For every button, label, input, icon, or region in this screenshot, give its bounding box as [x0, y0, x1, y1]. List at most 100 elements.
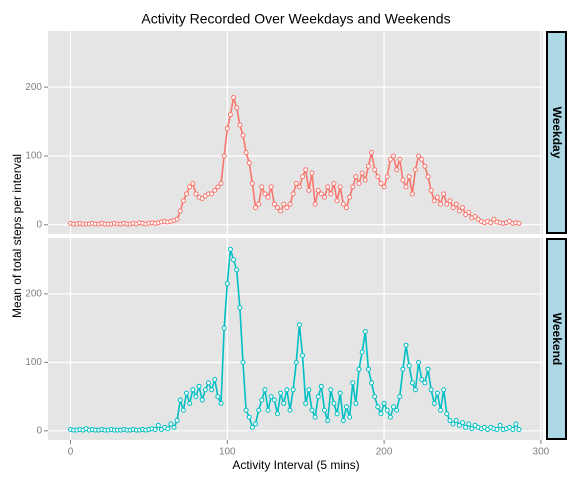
- y-tick-label: 0: [36, 425, 42, 436]
- point: [306, 187, 312, 193]
- point: [300, 353, 306, 359]
- point: [372, 167, 378, 173]
- point: [350, 184, 356, 190]
- point: [312, 201, 318, 207]
- point: [262, 191, 268, 197]
- point: [256, 201, 262, 207]
- point: [205, 380, 211, 386]
- point: [334, 411, 340, 417]
- point: [340, 201, 346, 207]
- point: [331, 180, 337, 186]
- point: [365, 163, 371, 169]
- point: [381, 400, 387, 406]
- point: [463, 424, 469, 430]
- point: [315, 394, 321, 400]
- point: [322, 407, 328, 413]
- point: [510, 426, 516, 432]
- point: [466, 421, 472, 427]
- point: [375, 404, 381, 410]
- point: [278, 208, 284, 214]
- point: [488, 220, 494, 226]
- point: [274, 205, 280, 211]
- point: [387, 156, 393, 162]
- y-tick-label: 200: [25, 289, 42, 300]
- point: [199, 196, 205, 202]
- point: [459, 205, 465, 211]
- point: [271, 201, 277, 207]
- point: [296, 322, 302, 328]
- point: [378, 180, 384, 186]
- point: [447, 418, 453, 424]
- point: [243, 150, 249, 156]
- point: [227, 112, 233, 118]
- point: [347, 414, 353, 420]
- point: [274, 411, 280, 417]
- point: [171, 424, 177, 430]
- point: [422, 380, 428, 386]
- point: [281, 201, 287, 207]
- point: [444, 201, 450, 207]
- point: [369, 380, 375, 386]
- point: [375, 174, 381, 180]
- point: [237, 305, 243, 311]
- point: [322, 194, 328, 200]
- point: [359, 170, 365, 176]
- point: [340, 418, 346, 424]
- point: [328, 191, 334, 197]
- point: [416, 153, 422, 159]
- point: [221, 153, 227, 159]
- point: [318, 383, 324, 389]
- point: [356, 180, 362, 186]
- point: [187, 400, 193, 406]
- point: [290, 387, 296, 393]
- point: [356, 366, 362, 372]
- point: [453, 201, 459, 207]
- point: [284, 387, 290, 393]
- point: [447, 198, 453, 204]
- point: [390, 404, 396, 410]
- point: [353, 400, 359, 406]
- point: [224, 281, 230, 287]
- point: [422, 163, 428, 169]
- point: [403, 184, 409, 190]
- point: [513, 421, 519, 427]
- point: [281, 400, 287, 406]
- point: [459, 420, 465, 426]
- point: [184, 191, 190, 197]
- point: [240, 132, 246, 138]
- point: [309, 170, 315, 176]
- point: [259, 397, 265, 403]
- point: [209, 387, 215, 393]
- point: [425, 174, 431, 180]
- point: [516, 426, 522, 432]
- point: [466, 209, 472, 215]
- point: [234, 267, 240, 273]
- point: [312, 414, 318, 420]
- point: [155, 422, 161, 428]
- point: [362, 177, 368, 183]
- point: [212, 187, 218, 193]
- point: [227, 246, 233, 252]
- point: [231, 94, 237, 100]
- point: [431, 400, 437, 406]
- point: [249, 180, 255, 186]
- point: [243, 407, 249, 413]
- point: [196, 383, 202, 389]
- point: [190, 180, 196, 186]
- point: [190, 387, 196, 393]
- point: [438, 201, 444, 207]
- point: [318, 191, 324, 197]
- point: [362, 329, 368, 335]
- point: [293, 359, 299, 365]
- point: [387, 414, 393, 420]
- point: [497, 422, 503, 428]
- point: [334, 198, 340, 204]
- point: [165, 426, 171, 432]
- facet-strip: [546, 238, 567, 440]
- x-tick-label: 200: [376, 447, 393, 458]
- point: [441, 191, 447, 197]
- y-tick-label: 100: [25, 357, 42, 368]
- point: [431, 198, 437, 204]
- point: [215, 394, 221, 400]
